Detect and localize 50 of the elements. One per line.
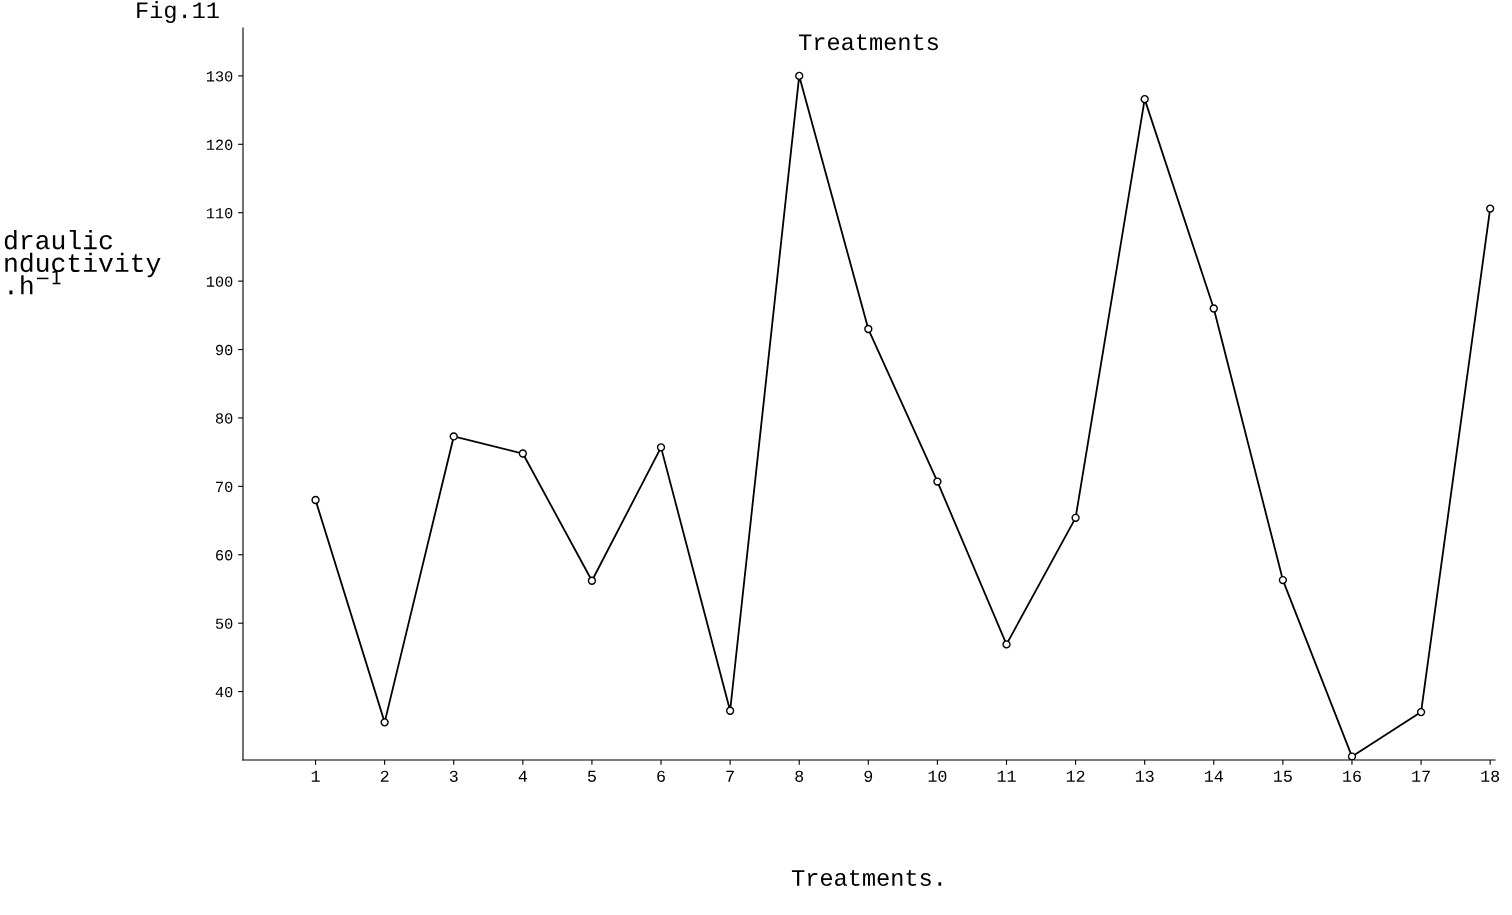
y-tick-label: 80 xyxy=(215,413,233,424)
y-tick-label: 130 xyxy=(206,71,233,82)
x-tick-label: 7 xyxy=(726,770,734,782)
y-tick-label: 90 xyxy=(215,344,233,356)
point xyxy=(1140,94,1149,104)
point xyxy=(311,495,320,505)
x-tick-label: 10 xyxy=(928,770,947,782)
y-tick-label: 50 xyxy=(215,618,233,629)
x-tick-label: 9 xyxy=(864,770,873,782)
y-tick-label: 120 xyxy=(206,139,233,150)
x-tick-label: 5 xyxy=(587,770,596,782)
point xyxy=(1278,575,1288,585)
x-tick-label: 17 xyxy=(1412,770,1430,782)
point xyxy=(933,477,942,486)
x-tick-label: 15 xyxy=(1274,770,1292,782)
point xyxy=(1071,513,1080,522)
point xyxy=(518,449,528,458)
x-axis-title: Treatments. xyxy=(791,869,942,886)
y-tick-label: 110 xyxy=(206,208,233,219)
caption: Fig.11 xyxy=(137,1,219,23)
point xyxy=(1347,752,1357,760)
point xyxy=(795,71,804,81)
x-tick-label: 6 xyxy=(657,770,665,782)
x-tick-label: 14 xyxy=(1204,770,1223,782)
point xyxy=(864,324,873,334)
point xyxy=(1416,707,1426,717)
point xyxy=(1485,204,1495,213)
y-tick-label: 70 xyxy=(216,481,233,493)
x-tick-label: 13 xyxy=(1135,770,1154,782)
x-tick-label: 2 xyxy=(380,770,389,782)
y-tick-label: 40 xyxy=(215,686,233,698)
y-axis-title: draulic nductivity .h$^{−1}$ xyxy=(4,230,161,295)
x-tick-label: 3 xyxy=(449,770,458,782)
x-tick-label: 11 xyxy=(997,770,1016,782)
point xyxy=(587,576,597,585)
x-tick-label: 1 xyxy=(311,770,320,782)
x-tick-label: 18 xyxy=(1481,770,1500,782)
point xyxy=(1209,304,1218,313)
y-tick-label: 100 xyxy=(206,276,233,287)
point xyxy=(449,432,458,441)
x-tick-label: 8 xyxy=(795,770,804,782)
x-tick-label: 4 xyxy=(518,770,527,782)
point xyxy=(725,706,735,715)
x-tick-label: 16 xyxy=(1343,770,1361,782)
point xyxy=(1002,640,1011,649)
point xyxy=(380,718,389,727)
point xyxy=(656,443,666,452)
chart-title: Treatments xyxy=(799,34,938,51)
y-tick-label: 60 xyxy=(216,550,233,561)
x-tick-label: 12 xyxy=(1066,770,1085,782)
